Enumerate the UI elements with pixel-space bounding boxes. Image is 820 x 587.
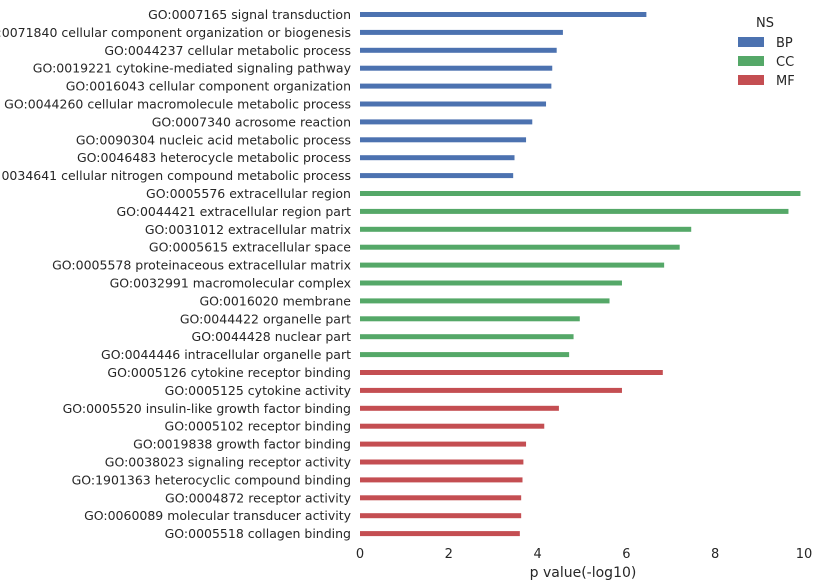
bar-bp <box>360 12 647 17</box>
bar-cc <box>360 208 789 214</box>
category-label: GO:0044421 extracellular region part <box>116 204 351 219</box>
x-tick-label: 0 <box>356 547 364 562</box>
legend-label-cc: CC <box>776 55 794 70</box>
bar-cc <box>360 244 680 250</box>
legend-swatch-mf <box>738 75 764 85</box>
category-label: GO:0060089 molecular transducer activity <box>84 508 352 523</box>
category-label: GO:0007340 acrosome reaction <box>152 114 351 129</box>
category-label: GO:0005102 receptor binding <box>165 419 351 434</box>
category-label: GO:0090304 nucleic acid metabolic proces… <box>76 132 351 147</box>
category-label: GO:0044446 intracellular organelle part <box>101 347 351 362</box>
x-tick-label: 2 <box>445 547 453 562</box>
bar-cc <box>360 316 580 322</box>
bar-bp <box>360 47 557 53</box>
category-label: GO:0005615 extracellular space <box>149 240 351 255</box>
x-tick-label: 8 <box>711 547 719 562</box>
bar-bp <box>360 83 552 89</box>
x-tick-label: 4 <box>533 547 541 562</box>
bar-mf <box>360 405 559 411</box>
category-label: GO:0005578 proteinaceous extracellular m… <box>52 258 351 273</box>
category-label: GO:0005126 cytokine receptor binding <box>107 365 351 380</box>
category-label: GO:0031012 extracellular matrix <box>145 222 351 237</box>
category-label: GO:0044237 cellular metabolic process <box>104 43 351 58</box>
bar-mf <box>360 495 522 501</box>
category-label: GO:0005576 extracellular region <box>146 186 351 201</box>
bar-mf <box>360 370 663 375</box>
category-label: GO:0046483 heterocycle metabolic process <box>77 150 351 165</box>
bar-cc <box>360 191 801 196</box>
bar-cc <box>360 226 692 232</box>
bar-cc <box>360 262 665 268</box>
x-axis-label: p value(-log10) <box>530 565 637 581</box>
category-label: GO:0038023 signaling receptor activity <box>105 455 352 470</box>
bar-cc <box>360 280 622 286</box>
category-label: GO:1901363 heterocyclic compound binding <box>72 472 351 487</box>
legend-swatch-bp <box>738 37 764 47</box>
legend-label-mf: MF <box>776 74 795 89</box>
category-label: GO:0032991 macromolecular complex <box>110 276 351 291</box>
bar-bp <box>360 137 527 143</box>
bar-mf <box>360 423 545 429</box>
bar-cc <box>360 298 610 304</box>
bar-bp <box>360 101 547 107</box>
bar-mf <box>360 387 622 393</box>
category-label: GO:0034641 cellular nitrogen compound me… <box>0 168 351 183</box>
bar-bp <box>360 155 515 161</box>
bar-bp <box>360 29 563 35</box>
legend-title: NS <box>756 16 774 31</box>
bars-group <box>360 12 801 537</box>
bar-cc <box>360 352 570 358</box>
category-label: GO:0019221 cytokine-mediated signaling p… <box>33 61 352 76</box>
bar-mf <box>360 513 522 519</box>
bar-bp <box>360 65 553 71</box>
category-label: GO:0044260 cellular macromolecule metabo… <box>4 97 351 112</box>
bar-mf <box>360 477 523 483</box>
category-label: GO:0007165 signal transduction <box>148 7 351 22</box>
category-label: GO:0019838 growth factor binding <box>133 437 351 452</box>
category-label: GO:0004872 receptor activity <box>165 490 352 505</box>
bar-cc <box>360 334 574 340</box>
category-label: GO:0044428 nuclear part <box>192 329 352 344</box>
category-label: GO:0005518 collagen binding <box>165 526 351 541</box>
bar-mf <box>360 531 520 537</box>
category-label: GO:0071840 cellular component organizati… <box>0 25 351 40</box>
category-label: GO:0016020 membrane <box>199 293 351 308</box>
category-labels: GO:0007165 signal transduction GO:0071840… <box>0 7 352 541</box>
legend-label-bp: BP <box>776 36 793 51</box>
category-label: GO:0044422 organelle part <box>180 311 351 326</box>
category-label: GO:0005520 insulin-like growth factor bi… <box>63 401 351 416</box>
bar-bp <box>360 119 533 125</box>
category-label: GO:0016043 cellular component organizati… <box>66 79 351 94</box>
category-label: GO:0005125 cytokine activity <box>165 383 352 398</box>
bar-bp <box>360 173 514 179</box>
bar-mf <box>360 459 524 465</box>
x-tick-label: 10 <box>796 547 813 562</box>
x-tick-label: 6 <box>622 547 630 562</box>
legend-swatch-cc <box>738 56 764 66</box>
legend: NS BP CC MF <box>738 16 795 89</box>
x-axis-ticks: 0 2 4 6 8 10 <box>356 547 812 562</box>
bar-mf <box>360 441 527 447</box>
